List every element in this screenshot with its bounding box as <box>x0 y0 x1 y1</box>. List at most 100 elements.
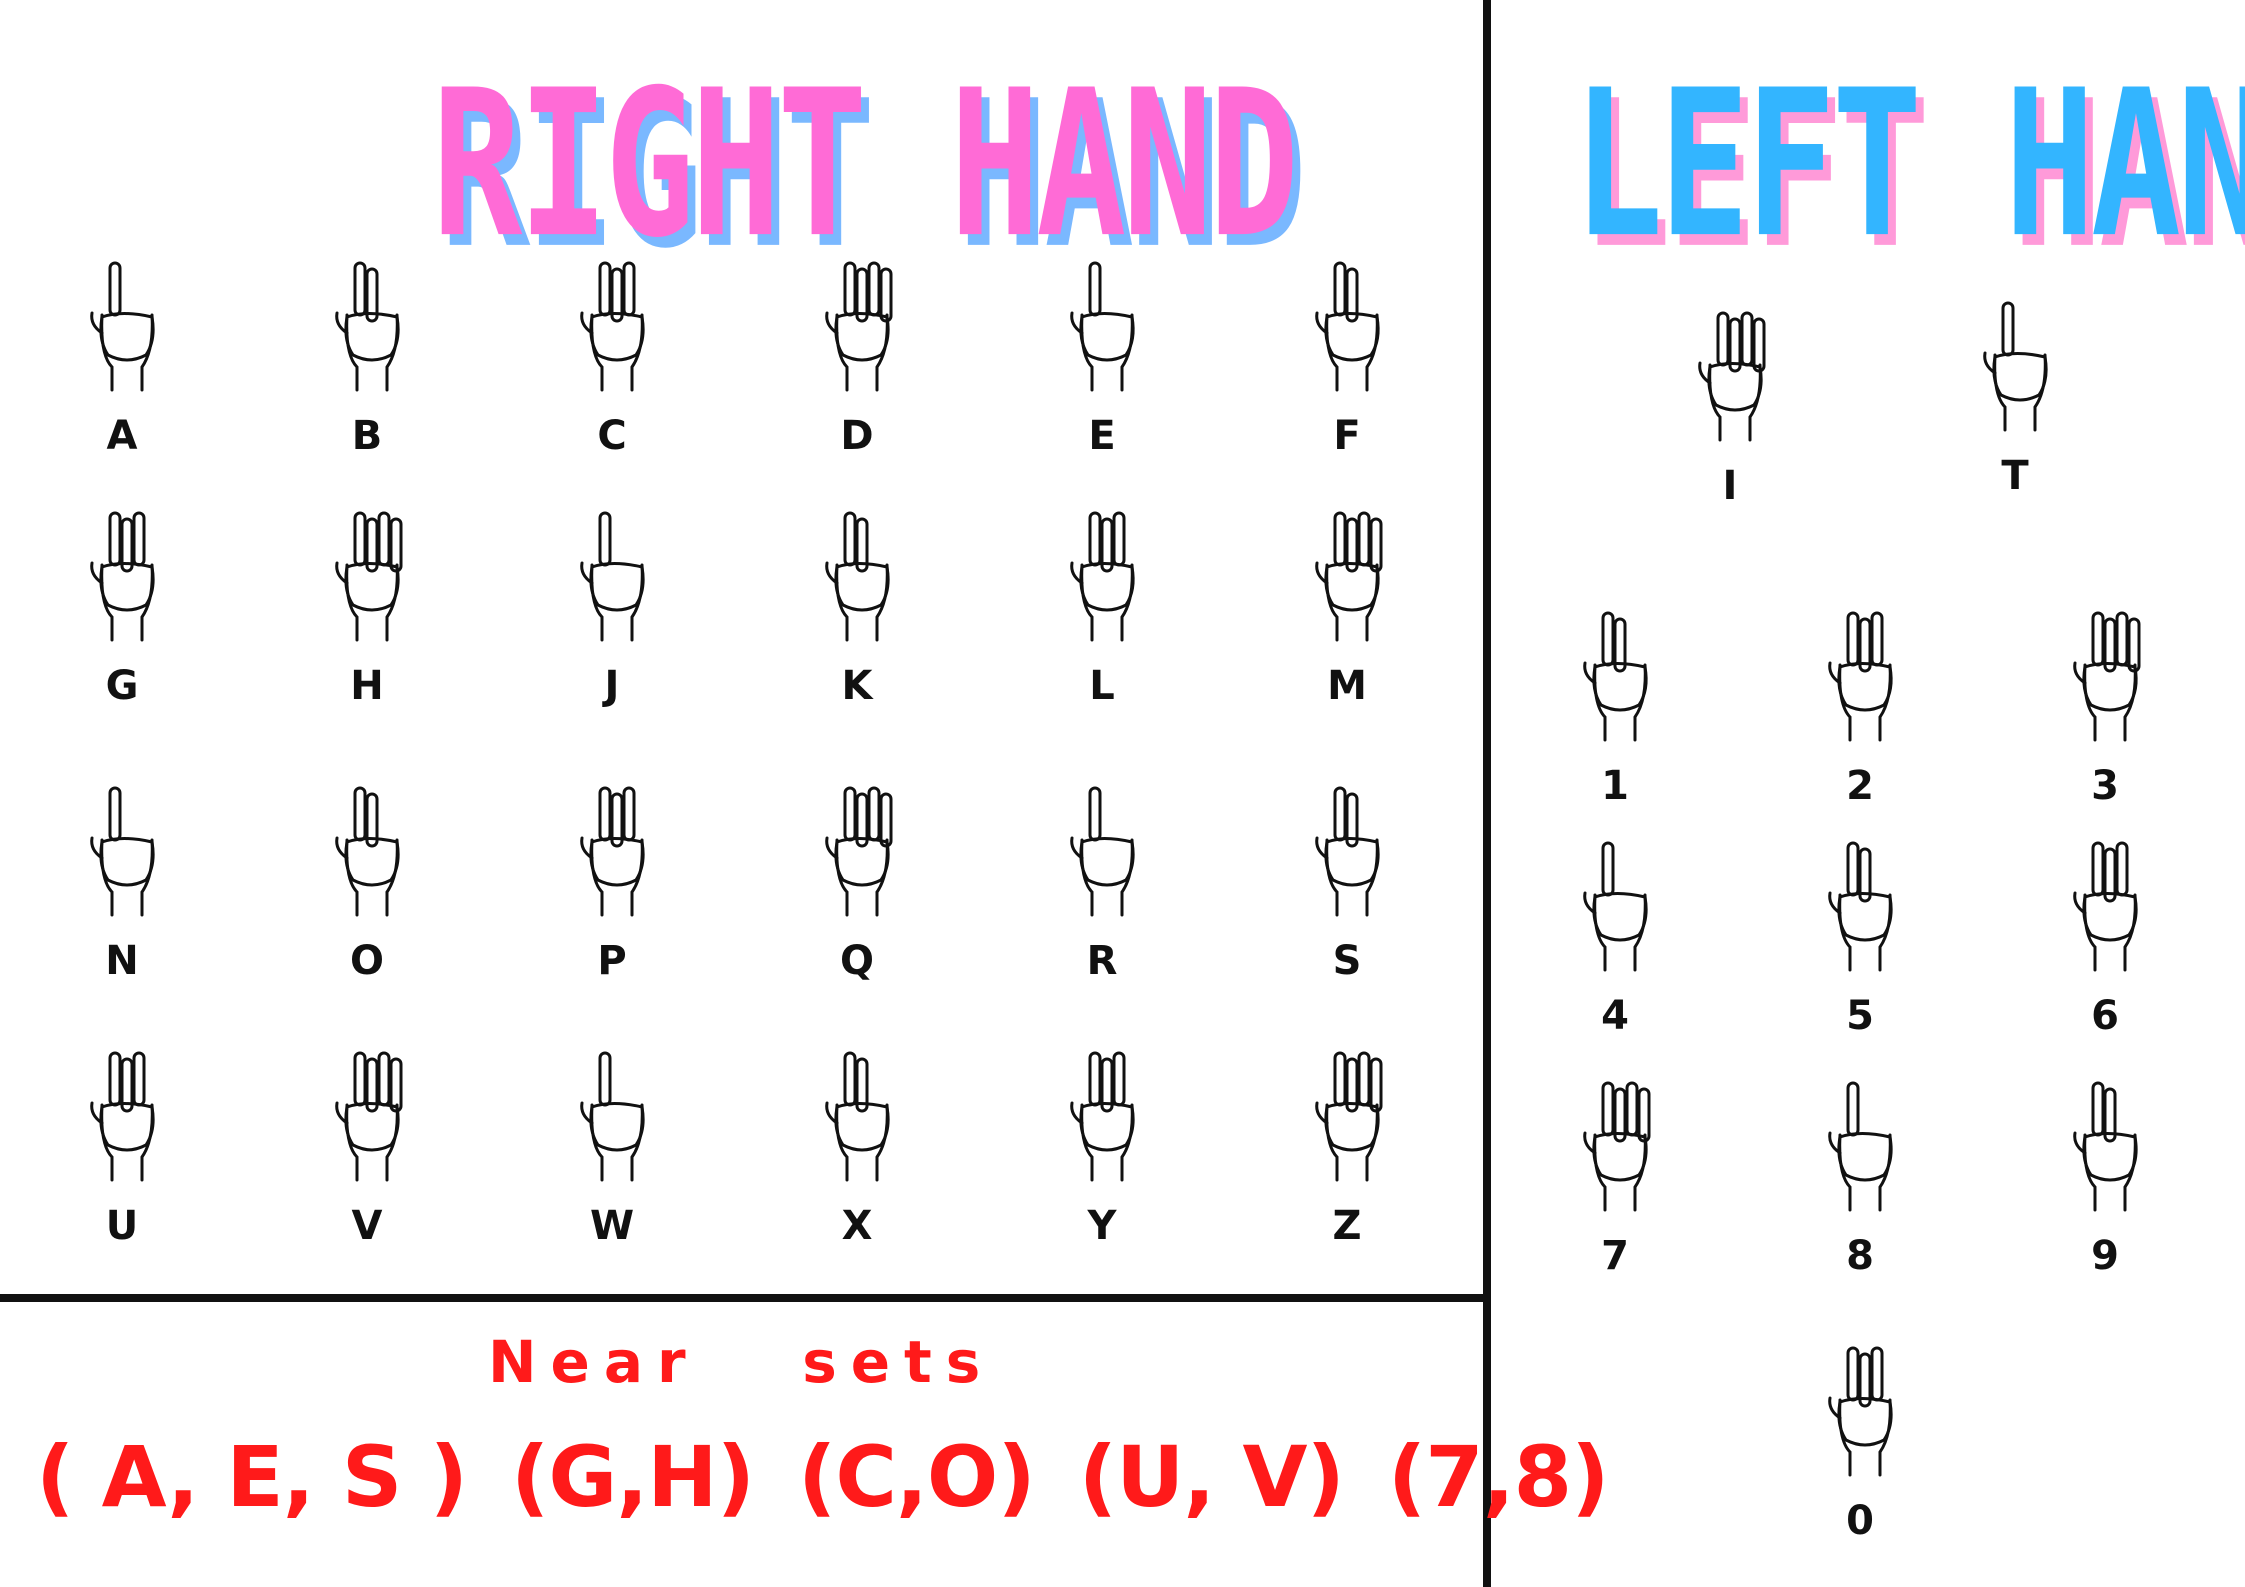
sign-2: 2 <box>1800 605 1920 809</box>
sign-y: Y <box>1042 1045 1162 1249</box>
sign-7: 7 <box>1555 1075 1675 1279</box>
hand-sign-icon <box>1955 295 2075 435</box>
hand-sign-icon <box>2045 1075 2165 1215</box>
sign-label: V <box>351 1203 383 1249</box>
sign-label: R <box>1086 938 1118 984</box>
sign-label: Z <box>1332 1203 1362 1249</box>
sign-j: J <box>552 505 672 709</box>
sign-9: 9 <box>2045 1075 2165 1279</box>
sign-5: 5 <box>1800 835 1920 1039</box>
sign-q: Q <box>797 780 917 984</box>
sign-w: W <box>552 1045 672 1249</box>
horizontal-divider <box>0 1294 1487 1302</box>
sign-label: W <box>589 1203 635 1249</box>
hand-sign-icon <box>797 505 917 645</box>
sign-label: Q <box>839 938 874 984</box>
hand-sign-icon <box>1800 835 1920 975</box>
hand-sign-icon <box>1287 505 1407 645</box>
sign-label: 7 <box>1601 1233 1629 1279</box>
sign-4: 4 <box>1555 835 1675 1039</box>
sign-x: X <box>797 1045 917 1249</box>
hand-sign-icon <box>1555 835 1675 975</box>
right-hand-title: RIGHT HAND <box>432 47 1299 283</box>
hand-sign-icon <box>1042 505 1162 645</box>
left-hand-title: LEFT HAND <box>1573 47 2245 283</box>
sign-label: 3 <box>2091 763 2119 809</box>
hand-sign-icon <box>1800 605 1920 745</box>
hand-sign-icon <box>307 505 427 645</box>
hand-sign-icon <box>307 780 427 920</box>
near-set-group: ( A, E, S ) <box>36 1428 468 1526</box>
sign-v: V <box>307 1045 427 1249</box>
hand-sign-icon <box>62 1045 182 1185</box>
hand-sign-icon <box>307 255 427 395</box>
hand-sign-icon <box>552 505 672 645</box>
sign-n: N <box>62 780 182 984</box>
sign-label: G <box>105 663 139 709</box>
sign-e: E <box>1042 255 1162 459</box>
hand-sign-icon <box>552 1045 672 1185</box>
sign-6: 6 <box>2045 835 2165 1039</box>
hand-sign-icon <box>1287 780 1407 920</box>
sign-label: F <box>1333 413 1361 459</box>
sign-8: 8 <box>1800 1075 1920 1279</box>
sign-label: 4 <box>1601 993 1629 1039</box>
sign-label: U <box>105 1203 139 1249</box>
hand-sign-icon <box>62 780 182 920</box>
sign-label: 2 <box>1846 763 1874 809</box>
sign-d: D <box>797 255 917 459</box>
hand-sign-icon <box>797 1045 917 1185</box>
sign-label: D <box>840 413 874 459</box>
sign-c: C <box>552 255 672 459</box>
sign-label: M <box>1327 663 1367 709</box>
sign-label: X <box>841 1203 873 1249</box>
sign-label: 8 <box>1846 1233 1874 1279</box>
sign-b: B <box>307 255 427 459</box>
sign-1: 1 <box>1555 605 1675 809</box>
sign-label: J <box>604 663 620 709</box>
sign-label: A <box>106 413 138 459</box>
near-sets-title: Near sets <box>488 1328 995 1396</box>
hand-sign-icon <box>1042 780 1162 920</box>
hand-sign-icon <box>797 255 917 395</box>
hand-sign-icon <box>62 255 182 395</box>
sign-i: I <box>1670 305 1790 509</box>
sign-label: 9 <box>2091 1233 2119 1279</box>
sign-label: E <box>1088 413 1116 459</box>
sign-label: 1 <box>1601 763 1629 809</box>
hand-sign-icon <box>1287 1045 1407 1185</box>
hand-sign-icon <box>1800 1075 1920 1215</box>
sign-s: S <box>1287 780 1407 984</box>
sign-f: F <box>1287 255 1407 459</box>
sign-label: S <box>1332 938 1362 984</box>
sign-t: T <box>1955 295 2075 499</box>
sign-o: O <box>307 780 427 984</box>
sign-label: 5 <box>1846 993 1874 1039</box>
sign-label: P <box>597 938 627 984</box>
sign-label: H <box>350 663 384 709</box>
near-sets-list: ( A, E, S ) (G,H) (C,O) (U, V) (7,8) <box>36 1428 1652 1526</box>
sign-3: 3 <box>2045 605 2165 809</box>
sign-0: 0 <box>1800 1340 1920 1544</box>
hand-sign-icon <box>552 780 672 920</box>
vertical-divider <box>1483 0 1491 1587</box>
sign-label: B <box>351 413 383 459</box>
near-set-group: (C,O) <box>797 1428 1036 1526</box>
sign-g: G <box>62 505 182 709</box>
sign-k: K <box>797 505 917 709</box>
hand-sign-icon <box>1555 1075 1675 1215</box>
sign-label: L <box>1089 663 1115 709</box>
sign-h: H <box>307 505 427 709</box>
hand-sign-icon <box>1287 255 1407 395</box>
sign-l: L <box>1042 505 1162 709</box>
sign-r: R <box>1042 780 1162 984</box>
hand-sign-icon <box>2045 835 2165 975</box>
sign-label: C <box>597 413 627 459</box>
hand-sign-icon <box>307 1045 427 1185</box>
sign-label: 6 <box>2091 993 2119 1039</box>
hand-sign-icon <box>1042 1045 1162 1185</box>
hand-sign-icon <box>1042 255 1162 395</box>
sign-label: I <box>1722 463 1738 509</box>
hand-sign-icon <box>1800 1340 1920 1480</box>
sign-label: T <box>2001 453 2029 499</box>
